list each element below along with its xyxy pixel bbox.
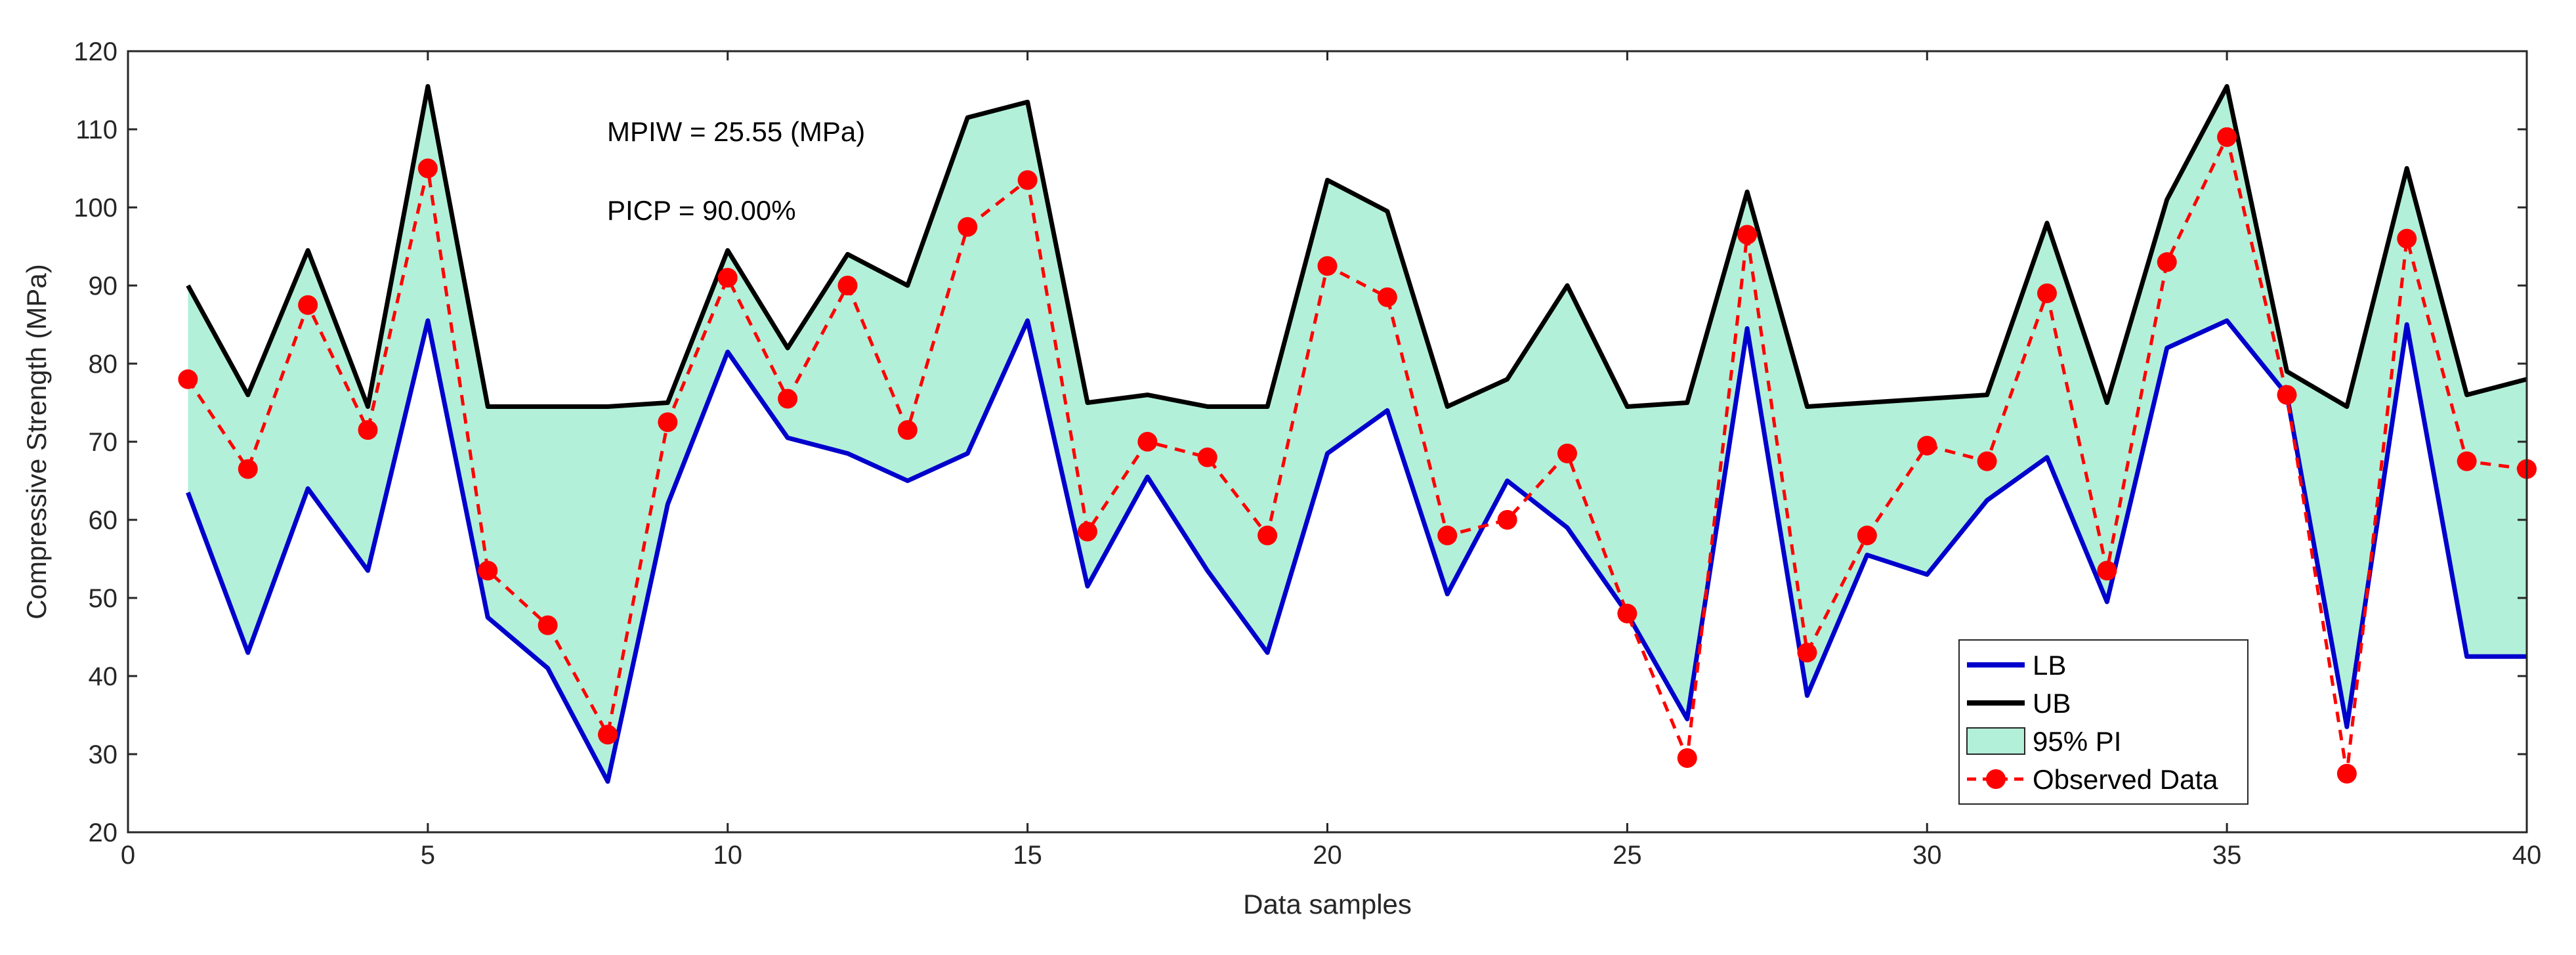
x-axis-title: Data samples (1243, 889, 1412, 920)
y-tick-label: 90 (89, 272, 118, 301)
observed-point (1257, 525, 1278, 545)
prediction-interval-band-layer (188, 86, 2527, 782)
observed-point (1977, 451, 1997, 471)
y-tick-label: 50 (89, 584, 118, 613)
x-tick-label: 15 (1013, 841, 1042, 870)
observed-point (2097, 561, 2117, 581)
legend: LB UB 95% PI Observed Data (1958, 639, 2249, 805)
observed-point (1797, 643, 1817, 663)
observed-point (298, 295, 318, 315)
observed-point (1317, 256, 1338, 276)
y-tick-label: 70 (89, 428, 118, 457)
x-axis: 0 5 10 15 20 25 30 35 40 (121, 51, 2541, 870)
observed-point (1017, 170, 1038, 190)
legend-ub-label: UB (2033, 688, 2071, 719)
observed-point (1197, 447, 1217, 467)
legend-lb-label: LB (2033, 650, 2066, 681)
observed-point (1557, 443, 1577, 463)
series-line-observed (186, 132, 2527, 775)
observed-point (1677, 748, 1697, 768)
observed-point (417, 158, 438, 179)
y-tick-label: 80 (89, 350, 118, 379)
observed-point (2277, 385, 2297, 405)
observed-point (1078, 521, 1097, 541)
observed-point (2397, 228, 2417, 249)
observed-point (1497, 510, 1517, 530)
observed-point (837, 276, 858, 295)
observed-point (238, 459, 258, 479)
observed-point (2336, 763, 2357, 784)
y-tick-label: 60 (89, 506, 118, 535)
series-line-lb (186, 318, 2527, 784)
y-tick-label: 120 (74, 37, 117, 66)
observed-point (478, 561, 498, 581)
observed-point (1617, 603, 1637, 624)
x-tick-label: 30 (1912, 841, 1942, 870)
series-lines-layer (186, 84, 2527, 784)
picp-annotation: PICP = 90.00% (607, 195, 796, 226)
observed-point (778, 389, 798, 409)
legend-observed-marker (1986, 769, 2006, 789)
observed-point (2037, 283, 2057, 303)
x-tick-label: 10 (713, 841, 743, 870)
x-tick-label: 20 (1313, 841, 1342, 870)
legend-pi-swatch (1966, 727, 2025, 755)
y-tick-label: 30 (89, 740, 118, 769)
observed-point (717, 268, 738, 288)
y-axis-title: Compressive Strength (MPa) (21, 264, 52, 620)
observed-point (2217, 127, 2237, 147)
x-tick-label: 25 (1613, 841, 1642, 870)
observed-point (897, 420, 918, 440)
y-tick-label: 110 (75, 116, 117, 144)
observed-point (538, 615, 558, 635)
y-tick-label: 100 (74, 194, 117, 223)
observed-point (2457, 451, 2477, 471)
prediction-interval-band (188, 86, 2527, 782)
y-tick-label: 20 (89, 818, 118, 847)
observed-point (1857, 525, 1877, 545)
series-line-ub (186, 84, 2527, 409)
observed-point (1917, 435, 1937, 456)
y-tick-label: 40 (89, 662, 118, 691)
observed-point (958, 217, 978, 237)
observed-point (1377, 287, 1397, 307)
legend-pi-label: 95% PI (2033, 726, 2121, 757)
observed-point (1437, 525, 1458, 545)
observed-markers-layer (178, 127, 2537, 784)
observed-point (658, 412, 678, 433)
x-tick-label: 35 (2212, 841, 2242, 870)
x-tick-label: 0 (121, 841, 135, 870)
mpiw-annotation: MPIW = 25.55 (MPa) (607, 116, 865, 147)
observed-point (178, 369, 198, 389)
observed-point (1737, 224, 1758, 245)
x-tick-label: 5 (421, 841, 435, 870)
x-tick-label: 40 (2512, 841, 2542, 870)
observed-point (1137, 432, 1158, 452)
observed-point (358, 420, 378, 440)
y-axis: 20 30 40 50 60 70 80 90 100 110 120 (74, 37, 2527, 847)
legend-observed-label: Observed Data (2033, 764, 2218, 795)
observed-point (598, 725, 618, 745)
observed-point (2157, 252, 2177, 272)
